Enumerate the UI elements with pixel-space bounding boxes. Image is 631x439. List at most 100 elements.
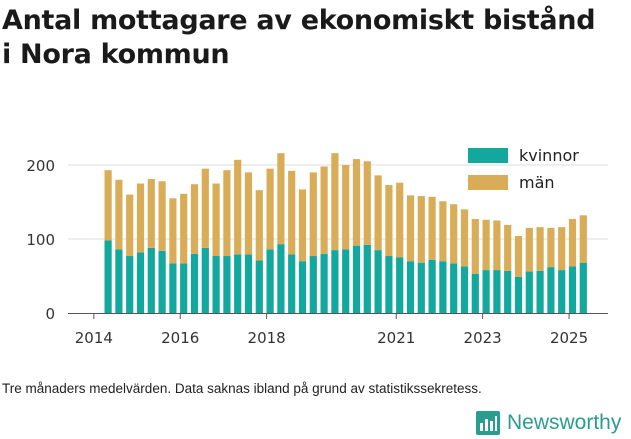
bar-man <box>266 168 274 250</box>
bar-kvinnor <box>147 247 155 313</box>
bar-kvinnor <box>460 266 469 313</box>
bar-man <box>547 227 555 268</box>
title-line-1: Antal mottagare av ekonomiskt bistånd <box>2 5 596 36</box>
bar-man <box>158 181 166 251</box>
x-tick-label: 2014 <box>75 329 113 347</box>
bar-man <box>277 153 285 245</box>
bar-kvinnor <box>104 240 112 313</box>
chart-title: Antal mottagare av ekonomiskt bistånd i … <box>2 4 631 72</box>
bar-man <box>201 168 209 248</box>
bar-man <box>406 195 415 262</box>
legend-label-0: kvinnor <box>519 146 579 165</box>
bar-man <box>385 184 393 257</box>
bar-kvinnor <box>363 244 371 313</box>
bar-kvinnor <box>547 267 555 313</box>
bar-man <box>536 227 544 271</box>
bar-man <box>525 227 533 272</box>
bar-kvinnor <box>558 270 566 313</box>
bar-man <box>223 170 231 257</box>
bar-kvinnor <box>385 256 393 313</box>
bar-kvinnor <box>255 260 263 313</box>
bar-man <box>136 183 145 253</box>
bar-kvinnor <box>493 270 501 313</box>
bar-man <box>352 159 361 246</box>
bar-man <box>342 165 350 250</box>
bar-kvinnor <box>180 263 188 313</box>
bar-kvinnor <box>298 261 307 313</box>
bar-kvinnor <box>277 244 285 313</box>
bar-kvinnor <box>158 250 166 313</box>
bar-kvinnor <box>212 256 220 313</box>
bar-man <box>244 172 253 255</box>
bar-man <box>374 175 382 251</box>
bar-kvinnor <box>342 249 350 313</box>
bar-kvinnor <box>471 273 479 313</box>
legend-label-1: män <box>519 173 555 192</box>
brand-logo[interactable]: Newsworthy <box>475 408 621 438</box>
bar-kvinnor <box>514 276 523 313</box>
bar-man <box>514 236 523 277</box>
brand-name: Newsworthy <box>507 411 622 434</box>
bar-man <box>363 161 371 245</box>
y-tick-label: 0 <box>45 305 55 323</box>
bar-kvinnor <box>450 263 458 313</box>
bar-man <box>180 193 188 264</box>
bar-kvinnor <box>525 271 533 313</box>
bar-man <box>190 184 199 254</box>
bar-kvinnor <box>201 247 209 313</box>
bar-man <box>558 227 566 271</box>
newsworthy-logo-icon <box>476 411 500 435</box>
bar-man <box>212 183 220 257</box>
x-tick-label: 2018 <box>248 329 286 347</box>
bar-man <box>450 204 458 264</box>
bar-kvinnor <box>536 270 544 313</box>
chart-caption: Tre månaders medelvärden. Data saknas ib… <box>2 381 482 396</box>
title-line-2: i Nora kommun <box>2 39 230 70</box>
bar-man <box>234 159 242 255</box>
bar-kvinnor <box>428 259 436 313</box>
bar-man <box>396 182 404 258</box>
bar-man <box>169 198 177 264</box>
bar-kvinnor <box>568 266 577 313</box>
x-tick-label: 2023 <box>464 329 502 347</box>
bar-man <box>104 170 112 241</box>
bar-kvinnor <box>126 256 134 313</box>
bar-kvinnor <box>266 249 274 313</box>
bar-man <box>126 194 134 257</box>
bar-kvinnor <box>352 245 361 313</box>
bar-kvinnor <box>136 252 145 313</box>
bar-man <box>493 220 501 271</box>
bar-man <box>428 196 436 260</box>
bar-kvinnor <box>190 253 199 313</box>
legend-swatch-0 <box>468 148 508 163</box>
bar-kvinnor <box>504 270 512 313</box>
bar-kvinnor <box>320 253 328 313</box>
bar-man <box>460 209 469 267</box>
bar-man <box>298 189 307 262</box>
bar-kvinnor <box>482 270 490 313</box>
bar-man <box>288 170 296 255</box>
bar-kvinnor <box>288 254 296 313</box>
bar-man <box>309 172 317 257</box>
y-tick-label: 200 <box>26 157 55 175</box>
bar-man <box>331 153 339 251</box>
x-tick-label: 2021 <box>377 329 415 347</box>
bar-kvinnor <box>406 261 415 313</box>
bar-kvinnor <box>309 256 317 313</box>
bar-kvinnor <box>331 250 339 313</box>
bar-man <box>579 215 587 263</box>
x-tick-label: 2025 <box>550 329 588 347</box>
bar-kvinnor <box>417 262 425 313</box>
bar-man <box>568 219 577 267</box>
bar-man <box>417 196 425 263</box>
bar-kvinnor <box>169 263 177 313</box>
bar-kvinnor <box>374 250 382 313</box>
bar-man <box>255 190 263 261</box>
bar-kvinnor <box>223 256 231 313</box>
legend-swatch-1 <box>468 175 508 190</box>
bar-man <box>115 179 123 250</box>
bar-man <box>504 224 512 271</box>
bar-kvinnor <box>244 254 253 313</box>
bar-man <box>439 201 447 262</box>
